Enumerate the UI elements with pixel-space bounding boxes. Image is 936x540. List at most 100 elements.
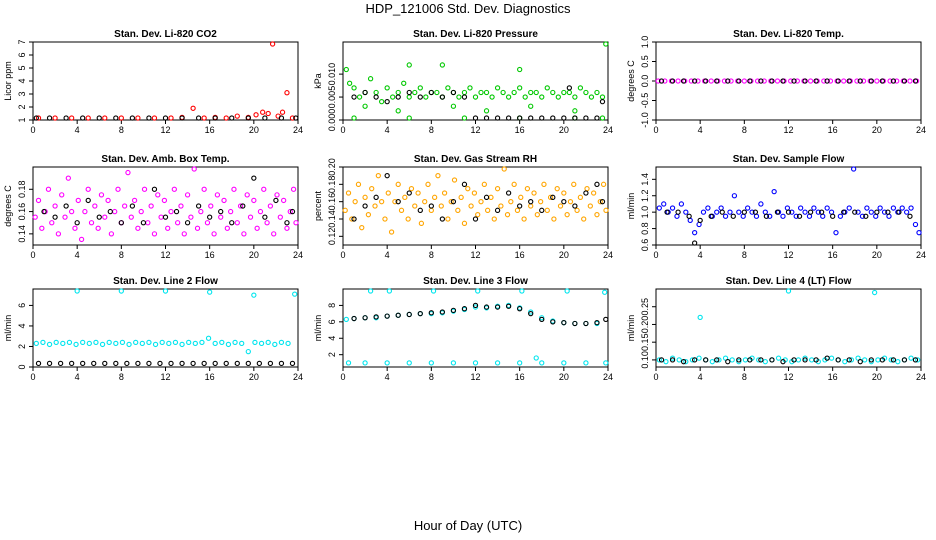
- data-point: [352, 199, 358, 205]
- x-tick-label: 0: [30, 372, 35, 382]
- data-point: [669, 357, 676, 363]
- data-point: [417, 94, 423, 100]
- data-point: [113, 340, 119, 347]
- data-point: [590, 190, 597, 196]
- data-point: [165, 225, 171, 231]
- data-point: [254, 225, 260, 231]
- data-point: [896, 209, 902, 215]
- data-point: [581, 216, 587, 222]
- data-point: [265, 339, 271, 346]
- page-title: HDP_121006 Std. Dev. Diagnostics: [365, 1, 571, 16]
- data-point: [244, 192, 250, 198]
- series-black: [664, 209, 913, 246]
- data-point: [794, 78, 800, 84]
- data-point: [736, 359, 742, 365]
- data-point: [93, 339, 99, 346]
- data-point: [769, 78, 775, 84]
- data-point: [722, 213, 729, 219]
- data-point: [857, 359, 863, 365]
- data-point: [240, 203, 246, 209]
- data-point: [850, 166, 857, 172]
- plot-frame: [342, 288, 609, 368]
- data-point: [539, 360, 545, 366]
- data-point: [112, 208, 118, 215]
- plot-frame: [342, 41, 609, 121]
- data-point: [85, 186, 91, 192]
- data-point: [173, 208, 180, 215]
- data-point: [273, 197, 279, 204]
- data-point: [201, 360, 207, 367]
- data-point: [195, 203, 202, 209]
- data-point: [561, 360, 567, 366]
- data-point: [481, 181, 487, 187]
- data-point: [517, 85, 523, 91]
- chart-title: Stan. Dev. Li-820 CO2: [114, 29, 217, 40]
- data-point: [594, 89, 600, 96]
- data-point: [566, 85, 573, 91]
- data-point: [181, 231, 187, 237]
- data-point: [736, 78, 742, 84]
- data-point: [121, 203, 128, 209]
- data-point: [386, 288, 393, 294]
- data-point: [46, 115, 53, 121]
- data-point: [539, 316, 545, 323]
- data-point: [405, 216, 411, 222]
- data-point: [658, 78, 665, 84]
- x-tick-label: 16: [828, 125, 838, 135]
- data-point: [539, 207, 545, 213]
- data-point: [517, 203, 523, 209]
- data-point: [211, 231, 217, 237]
- series-colored: [33, 288, 298, 355]
- data-point: [201, 115, 207, 121]
- data-point: [788, 78, 794, 84]
- y-tick-label: 0.18: [17, 181, 27, 199]
- data-point: [901, 78, 908, 84]
- data-point: [703, 78, 709, 84]
- data-point: [835, 78, 841, 84]
- data-point: [406, 311, 412, 318]
- data-point: [472, 216, 479, 222]
- data-point: [68, 115, 75, 121]
- data-point: [198, 208, 204, 215]
- data-point: [252, 339, 258, 346]
- x-tick-label: 8: [429, 250, 434, 260]
- data-point: [102, 360, 108, 367]
- data-point: [124, 360, 130, 367]
- x-tick-label: 0: [653, 125, 658, 135]
- chart-panel-6: Stan. Dev. Sample Flow ml/min 0 4 8 12 16 20 24 0…: [626, 154, 926, 260]
- data-point: [531, 190, 537, 196]
- data-point: [159, 339, 165, 346]
- data-point: [441, 190, 448, 196]
- data-point: [278, 115, 285, 121]
- data-point: [669, 205, 676, 211]
- data-point: [423, 94, 429, 100]
- data-point: [594, 320, 600, 326]
- data-point: [539, 115, 545, 121]
- data-point: [571, 181, 577, 187]
- x-tick-label: 4: [698, 125, 703, 135]
- x-tick-label: 24: [603, 125, 613, 135]
- x-tick-label: 24: [293, 250, 303, 260]
- y-tick-label: 7: [17, 39, 27, 44]
- data-point: [373, 89, 379, 96]
- series-colored: [343, 288, 609, 366]
- data-point: [475, 288, 481, 294]
- data-point: [859, 213, 866, 219]
- data-point: [85, 115, 91, 121]
- data-point: [742, 357, 749, 363]
- x-tick-label: 8: [742, 125, 747, 135]
- data-point: [564, 212, 570, 218]
- data-point: [251, 175, 257, 181]
- data-point: [597, 199, 603, 205]
- y-tick-label: 0.005: [327, 86, 337, 109]
- data-point: [467, 85, 473, 91]
- data-point: [577, 194, 584, 200]
- data-point: [118, 288, 124, 294]
- x-tick-label: 20: [559, 125, 569, 135]
- data-point: [204, 220, 211, 226]
- data-point: [736, 209, 742, 215]
- data-point: [885, 209, 891, 215]
- data-point: [583, 190, 589, 196]
- chart-panel-2: Stan. Dev. Li-820 Pressure kPa 0 4 8 12 16 20 24…: [313, 29, 613, 135]
- data-point: [572, 115, 578, 121]
